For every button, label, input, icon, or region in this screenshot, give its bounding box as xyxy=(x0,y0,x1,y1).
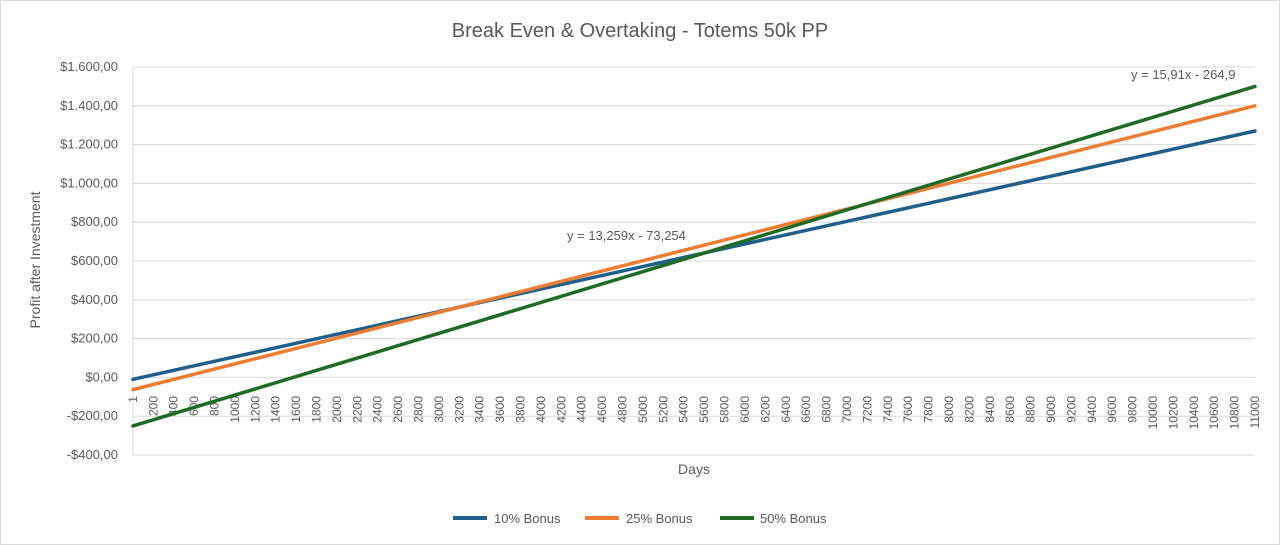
x-tick-label: 5400 xyxy=(677,396,691,423)
x-tick-label: 2000 xyxy=(330,396,344,423)
x-tick-label: 2600 xyxy=(391,396,405,423)
x-tick-label: 4400 xyxy=(575,396,589,423)
series-line-2 xyxy=(131,104,1257,392)
x-axis-ticks: 1 200 400 600 800 1000 1200 1400 1600 1800 2000 220… xyxy=(126,396,1262,430)
x-tick-label: 1800 xyxy=(310,396,324,423)
x-tick-label: 9600 xyxy=(1105,396,1119,423)
trendline-equation-50-bonus: y = 15,91x - 264,9 xyxy=(1131,67,1235,82)
x-tick-label: 5800 xyxy=(718,396,732,423)
x-tick-label: 1 xyxy=(126,396,140,403)
legend-label: 50% Bonus xyxy=(760,511,827,526)
x-tick-label: 4800 xyxy=(616,396,630,423)
x-tick-label: 6600 xyxy=(799,396,813,423)
x-tick-label: 2400 xyxy=(371,396,385,423)
x-tick-label: 6200 xyxy=(758,396,772,423)
x-tick-label: 10400 xyxy=(1187,396,1201,430)
series-lines xyxy=(131,84,1257,428)
y-axis-ticks: $1.600,00 $1.400,00 $1.200,00 $1.000,00 $800… xyxy=(60,59,118,462)
x-tick-label: 5200 xyxy=(656,396,670,423)
x-tick-label: 1000 xyxy=(228,396,242,423)
x-tick-label: 9000 xyxy=(1044,396,1058,423)
x-tick-label: 11000 xyxy=(1248,396,1262,429)
y-tick-label: $1.200,00 xyxy=(60,137,118,152)
x-tick-label: 1400 xyxy=(269,396,283,423)
x-tick-label: 4600 xyxy=(595,396,609,423)
x-tick-label: 7200 xyxy=(860,396,874,423)
x-tick-label: 5600 xyxy=(697,396,711,423)
x-tick-label: 6800 xyxy=(820,396,834,423)
x-tick-label: 1600 xyxy=(289,396,303,423)
y-axis-title: Profit after Investment xyxy=(27,191,43,328)
x-tick-label: 10200 xyxy=(1166,396,1180,430)
y-tick-label: $400,00 xyxy=(71,292,118,307)
x-tick-label: 2200 xyxy=(350,396,364,423)
x-tick-label: 200 xyxy=(146,396,160,416)
y-tick-label: $1.000,00 xyxy=(60,175,118,190)
gridlines xyxy=(132,66,1255,456)
y-tick-label: -$400,00 xyxy=(67,447,118,462)
legend-label: 25% Bonus xyxy=(626,511,693,526)
x-tick-label: 8400 xyxy=(983,396,997,423)
y-tick-label: $200,00 xyxy=(71,331,118,346)
x-tick-label: 8200 xyxy=(962,396,976,423)
x-axis-title: Days xyxy=(678,461,710,477)
series-line-3 xyxy=(131,84,1257,428)
x-tick-label: 7400 xyxy=(881,396,895,423)
x-tick-label: 3400 xyxy=(473,396,487,423)
x-tick-label: 3800 xyxy=(514,396,528,423)
x-tick-label: 9800 xyxy=(1126,396,1140,423)
trendline-equation-25-bonus: y = 13,259x - 73,254 xyxy=(567,228,686,243)
chart-title: Break Even & Overtaking - Totems 50k PP xyxy=(452,20,828,42)
x-tick-label: 10800 xyxy=(1228,396,1242,430)
y-tick-label: $1.600,00 xyxy=(60,59,118,74)
y-tick-label: $600,00 xyxy=(71,253,118,268)
x-tick-label: 8000 xyxy=(942,396,956,423)
x-tick-label: 8800 xyxy=(1024,396,1038,423)
y-tick-label: $0,00 xyxy=(85,369,118,384)
x-tick-label: 5000 xyxy=(636,396,650,423)
x-tick-label: 8600 xyxy=(1003,396,1017,423)
x-tick-label: 4000 xyxy=(534,396,548,423)
x-tick-label: 10600 xyxy=(1207,396,1221,430)
x-tick-label: 3200 xyxy=(452,396,466,423)
x-tick-label: 3600 xyxy=(493,396,507,423)
y-tick-label: $1.400,00 xyxy=(60,98,118,113)
x-tick-label: 7600 xyxy=(901,396,915,423)
x-tick-label: 1200 xyxy=(248,396,262,423)
y-tick-label: -$200,00 xyxy=(67,408,118,423)
x-tick-label: 4200 xyxy=(554,396,568,423)
x-tick-label: 7000 xyxy=(840,396,854,423)
y-tick-label: $800,00 xyxy=(71,214,118,229)
x-tick-label: 10000 xyxy=(1146,396,1160,430)
x-tick-label: 6400 xyxy=(779,396,793,423)
x-tick-label: 3000 xyxy=(432,396,446,423)
legend: 10% Bonus 25% Bonus 50% Bonus xyxy=(453,511,827,526)
x-tick-label: 2800 xyxy=(412,396,426,423)
x-tick-label: 6000 xyxy=(738,396,752,423)
x-tick-label: 9400 xyxy=(1085,396,1099,423)
legend-label: 10% Bonus xyxy=(494,511,561,526)
x-tick-label: 7800 xyxy=(922,396,936,423)
x-tick-label: 9200 xyxy=(1064,396,1078,423)
